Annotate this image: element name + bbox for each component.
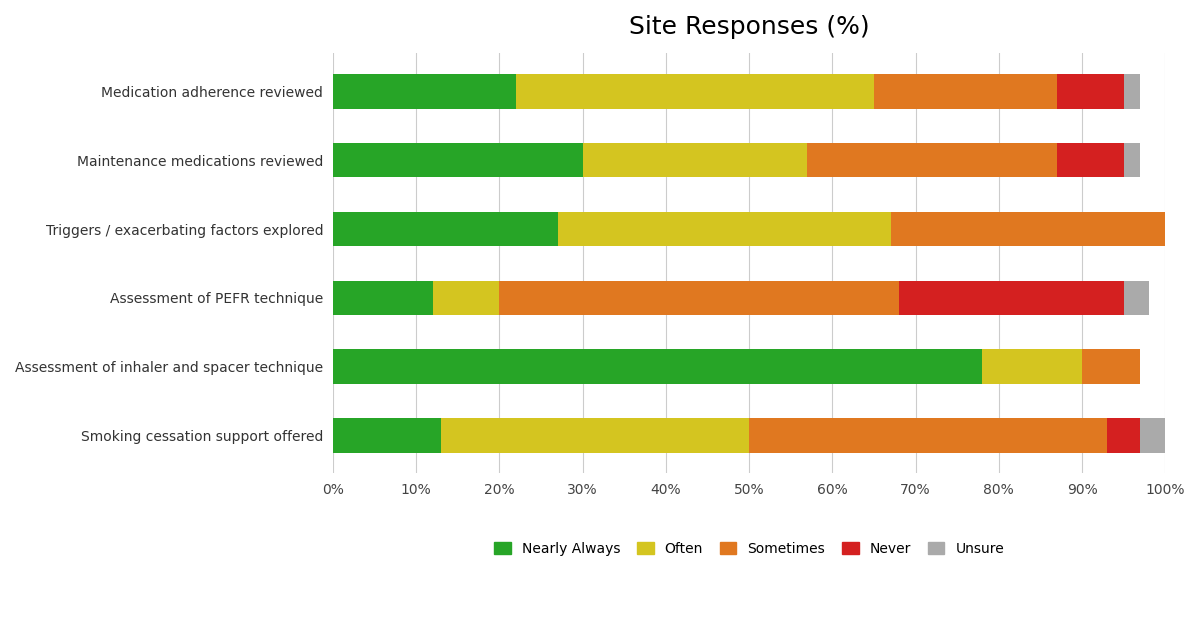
Bar [332,280,433,315]
Bar [874,74,1057,108]
Legend: Nearly Always, Often, Sometimes, Never, Unsure: Nearly Always, Often, Sometimes, Never, … [487,535,1012,563]
Bar [442,419,749,453]
Bar [332,350,982,384]
Bar [749,419,1106,453]
Bar [433,280,499,315]
Bar [1140,419,1165,453]
Bar [1123,280,1148,315]
Bar [1057,143,1123,178]
Bar [890,212,1165,246]
Bar [1106,419,1140,453]
Bar [1082,350,1140,384]
Bar [332,143,582,178]
Bar [982,350,1082,384]
Bar [332,74,516,108]
Bar [516,74,874,108]
Bar [1057,74,1123,108]
Title: Site Responses (%): Site Responses (%) [629,15,869,39]
Bar [808,143,1057,178]
Bar [1123,143,1140,178]
Bar [499,280,899,315]
Bar [558,212,890,246]
Bar [899,280,1123,315]
Bar [332,212,558,246]
Bar [582,143,808,178]
Bar [1123,74,1140,108]
Bar [332,419,442,453]
